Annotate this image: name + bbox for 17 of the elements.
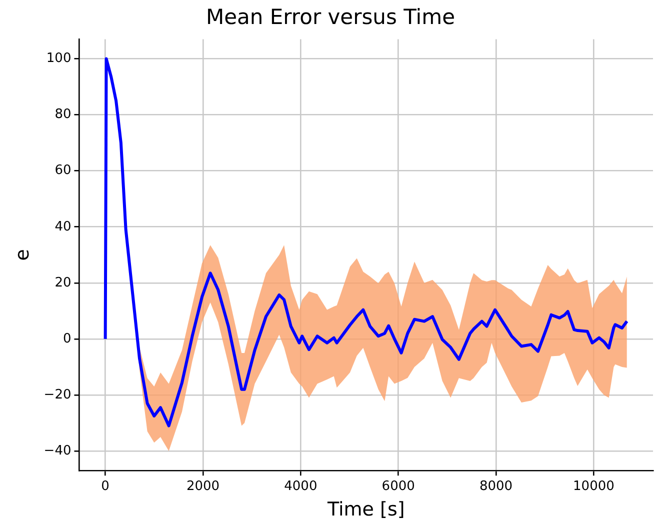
- x-tick-label: 8000: [479, 478, 513, 494]
- x-tick-label: 2000: [186, 478, 220, 494]
- chart-title: Mean Error versus Time: [206, 5, 455, 30]
- x-tick-label: 4000: [284, 478, 318, 494]
- x-tick-label: 6000: [382, 478, 415, 494]
- y-tick-label: 40: [54, 219, 72, 234]
- y-tick-label: 0: [62, 331, 72, 346]
- x-tick-label: 0: [101, 478, 110, 494]
- y-tick-label: 60: [54, 163, 72, 178]
- y-tick-label: −40: [44, 443, 72, 458]
- y-tick-label: −20: [44, 387, 72, 402]
- x-tick-label: 10000: [573, 478, 614, 494]
- y-tick-label: 100: [46, 51, 72, 66]
- y-tick-label: 80: [54, 107, 72, 122]
- x-axis-title: Time [s]: [326, 498, 405, 521]
- y-tick-label: 20: [54, 275, 72, 290]
- y-axis-title: e: [11, 249, 34, 261]
